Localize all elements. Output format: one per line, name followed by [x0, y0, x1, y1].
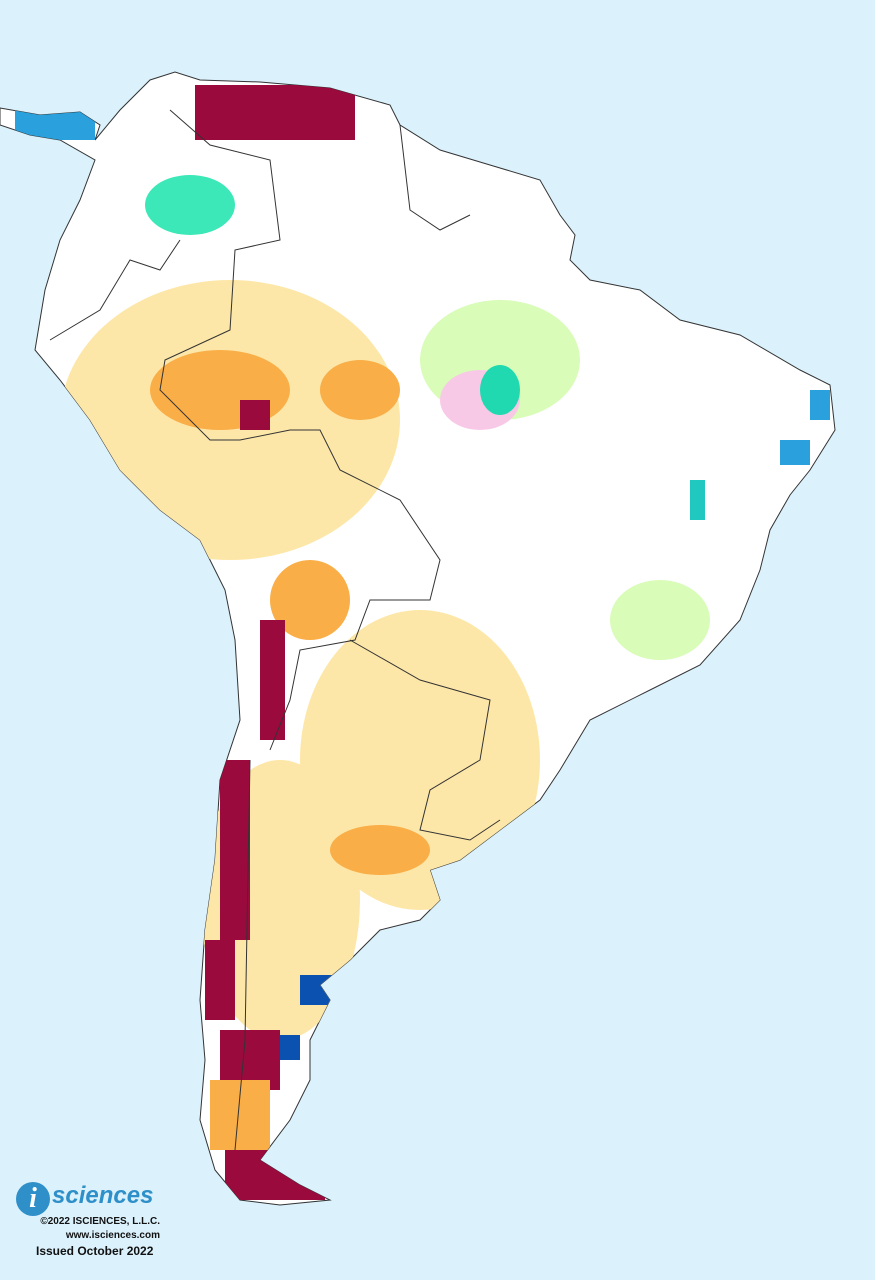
- anomalies: [15, 85, 830, 1200]
- logo-icon: i: [16, 1182, 50, 1216]
- logo-name: sciences: [52, 1182, 154, 1209]
- logo: i sciences: [16, 1180, 176, 1220]
- issued-date: Issued October 2022: [36, 1244, 154, 1258]
- copyright: ©2022 ISCIENCES, L.L.C.: [40, 1216, 160, 1227]
- borders: [49, 109, 501, 1151]
- website: www.isciences.com: [65, 1230, 160, 1241]
